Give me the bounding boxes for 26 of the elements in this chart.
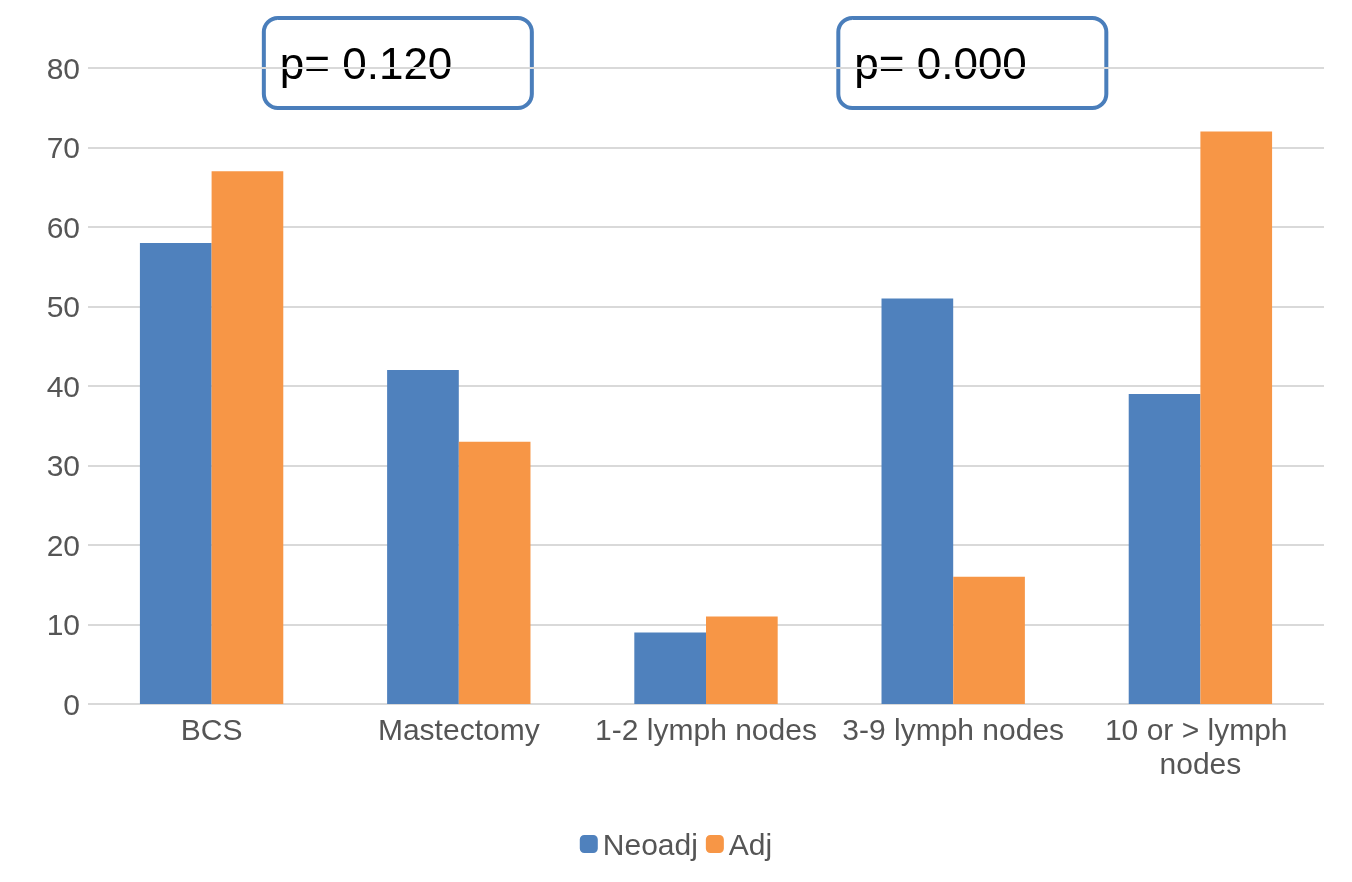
bar <box>881 298 954 704</box>
bar <box>706 616 778 704</box>
x-tick-label: 1-2 lymph nodes <box>595 712 817 746</box>
y-tick-label: 0 <box>63 687 80 721</box>
bar <box>634 632 706 704</box>
bar <box>387 370 459 704</box>
y-tick-label: 20 <box>46 528 80 562</box>
y-tick-label: 80 <box>46 51 80 85</box>
y-tick-label: 70 <box>46 131 80 164</box>
y-tick-label: 40 <box>46 369 80 403</box>
x-tick-label: BCS <box>180 712 243 746</box>
y-tick-label: 10 <box>46 608 80 641</box>
x-tick-label: 3-9 lymph nodes <box>842 712 1065 746</box>
bar <box>139 242 212 704</box>
legend-label: Neoadj <box>602 827 698 861</box>
x-tick-label: Mastectomy <box>377 712 540 746</box>
bar <box>211 171 284 704</box>
bar <box>953 576 1025 704</box>
bar <box>1128 393 1201 704</box>
bar <box>458 441 531 704</box>
bar <box>1200 131 1273 704</box>
x-tick-label: 10 or > lymph nodes <box>1104 712 1296 780</box>
y-tick-label: 30 <box>46 449 80 482</box>
y-tick-label: 50 <box>46 290 80 323</box>
y-tick-label: 60 <box>46 210 80 244</box>
legend-label: Adj <box>728 827 773 861</box>
